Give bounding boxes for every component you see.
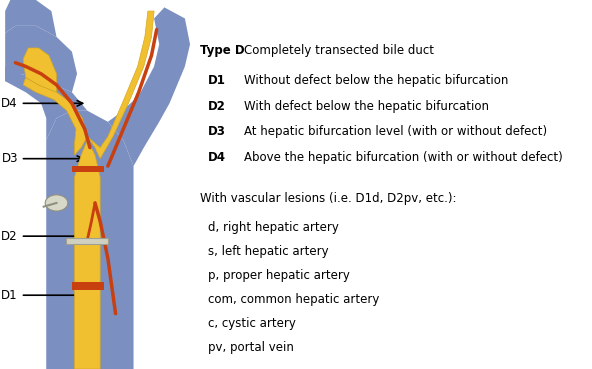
Polygon shape xyxy=(66,238,108,244)
Text: D4: D4 xyxy=(1,97,18,110)
Polygon shape xyxy=(108,7,190,166)
Text: D1: D1 xyxy=(1,289,18,302)
Text: com, common hepatic artery: com, common hepatic artery xyxy=(208,293,379,306)
Text: D4: D4 xyxy=(208,151,226,164)
Circle shape xyxy=(45,195,68,211)
Polygon shape xyxy=(5,0,56,37)
Polygon shape xyxy=(5,66,88,140)
Text: Without defect below the hepatic bifurcation: Without defect below the hepatic bifurca… xyxy=(244,74,509,87)
Text: At hepatic bifurcation level (with or without defect): At hepatic bifurcation level (with or wi… xyxy=(244,125,547,138)
Text: D2: D2 xyxy=(1,230,18,243)
Polygon shape xyxy=(72,282,104,290)
Polygon shape xyxy=(75,140,100,369)
Text: d, right hepatic artery: d, right hepatic artery xyxy=(208,221,339,234)
Polygon shape xyxy=(88,11,154,159)
Text: Type D: Type D xyxy=(200,44,245,57)
Text: c, cystic artery: c, cystic artery xyxy=(208,317,296,330)
Text: Completely transected bile duct: Completely transected bile duct xyxy=(244,44,434,57)
Polygon shape xyxy=(46,111,134,369)
Text: p, proper hepatic artery: p, proper hepatic artery xyxy=(208,269,350,282)
Polygon shape xyxy=(23,48,56,92)
Text: D3: D3 xyxy=(2,152,18,165)
Text: s, left hepatic artery: s, left hepatic artery xyxy=(208,245,329,258)
Text: With vascular lesions (i.e. D1d, D2pv, etc.):: With vascular lesions (i.e. D1d, D2pv, e… xyxy=(200,192,457,205)
Polygon shape xyxy=(5,26,77,92)
Text: pv, portal vein: pv, portal vein xyxy=(208,341,294,354)
Text: With defect below the hepatic bifurcation: With defect below the hepatic bifurcatio… xyxy=(244,100,489,113)
Polygon shape xyxy=(23,77,88,155)
Text: D3: D3 xyxy=(208,125,226,138)
Text: Above the hepatic bifurcation (with or without defect): Above the hepatic bifurcation (with or w… xyxy=(244,151,563,164)
Polygon shape xyxy=(72,166,104,172)
Text: D1: D1 xyxy=(208,74,226,87)
Text: D2: D2 xyxy=(208,100,226,113)
